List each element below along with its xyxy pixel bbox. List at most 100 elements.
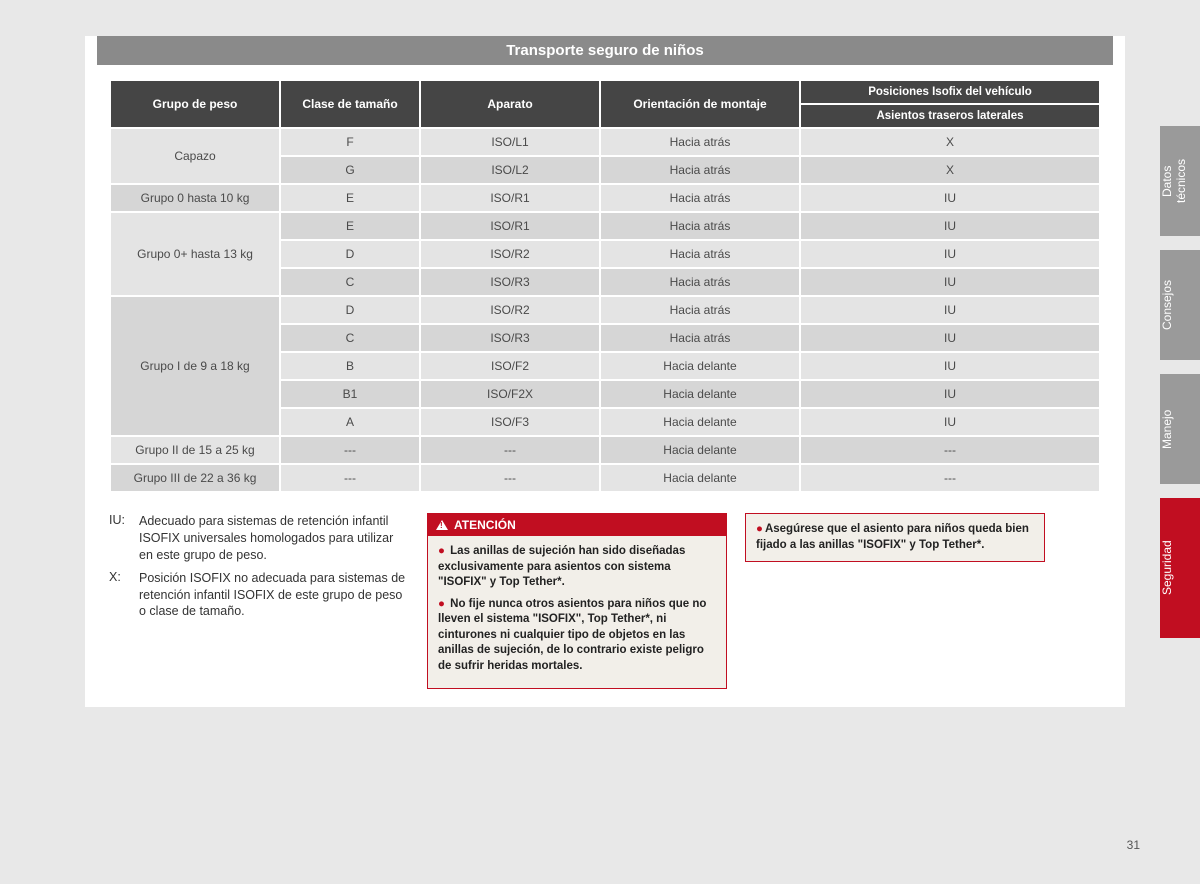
cell-size: B — [280, 352, 420, 380]
bullet-icon: ● — [438, 545, 445, 557]
cell-size: C — [280, 324, 420, 352]
table-row: Grupo II de 15 a 25 kg------Hacia delant… — [110, 436, 1100, 464]
warning-heading-text: ATENCIÓN — [454, 518, 516, 532]
bullet-icon: ● — [438, 598, 445, 610]
cell-pos: IU — [800, 212, 1100, 240]
def-key: X: — [109, 570, 139, 621]
cell-size: B1 — [280, 380, 420, 408]
col-posiciones-sub: Asientos traseros laterales — [800, 104, 1100, 128]
cell-orient: Hacia delante — [600, 436, 800, 464]
warning-item: ● Las anillas de sujeción han sido diseñ… — [438, 544, 716, 591]
side-tab[interactable]: Consejos — [1160, 250, 1200, 360]
cell-size: C — [280, 268, 420, 296]
cell-orient: Hacia atrás — [600, 128, 800, 156]
table-row: Grupo I de 9 a 18 kgDISO/R2Hacia atrásIU — [110, 296, 1100, 324]
cell-orient: Hacia atrás — [600, 324, 800, 352]
table-row: CapazoFISO/L1Hacia atrásX — [110, 128, 1100, 156]
cell-dev: ISO/L2 — [420, 156, 600, 184]
def-text: Adecuado para sistemas de retención infa… — [139, 513, 409, 564]
side-tab[interactable]: Manejo — [1160, 374, 1200, 484]
cell-size: E — [280, 184, 420, 212]
cell-pos: X — [800, 156, 1100, 184]
cell-dev: ISO/R1 — [420, 184, 600, 212]
cell-size: G — [280, 156, 420, 184]
cell-pos: IU — [800, 184, 1100, 212]
cell-dev: --- — [420, 464, 600, 492]
cell-pos: IU — [800, 408, 1100, 436]
side-tab[interactable]: Datos técnicos — [1160, 126, 1200, 236]
table-row: Grupo 0 hasta 10 kgEISO/R1Hacia atrásIU — [110, 184, 1100, 212]
cell-dev: ISO/R3 — [420, 324, 600, 352]
manual-page: Transporte seguro de niños Grupo de peso… — [85, 36, 1125, 707]
bottom-row: IU:Adecuado para sistemas de retención i… — [85, 505, 1125, 707]
cell-grupo: Grupo III de 22 a 36 kg — [110, 464, 280, 492]
cell-pos: IU — [800, 240, 1100, 268]
cell-dev: ISO/F3 — [420, 408, 600, 436]
cell-dev: ISO/L1 — [420, 128, 600, 156]
cell-grupo: Grupo II de 15 a 25 kg — [110, 436, 280, 464]
cell-orient: Hacia atrás — [600, 296, 800, 324]
cell-orient: Hacia delante — [600, 352, 800, 380]
cell-orient: Hacia atrás — [600, 156, 800, 184]
bullet-icon: ● — [756, 523, 763, 535]
cell-pos: IU — [800, 324, 1100, 352]
col-grupo: Grupo de peso — [110, 80, 280, 128]
cell-pos: --- — [800, 464, 1100, 492]
def-text: Posición ISOFIX no adecuada para sistema… — [139, 570, 409, 621]
cell-size: F — [280, 128, 420, 156]
info-text: Asegúrese que el asiento para niños qued… — [756, 523, 1029, 551]
side-tab[interactable]: Seguridad — [1160, 498, 1200, 638]
cell-orient: Hacia atrás — [600, 240, 800, 268]
cell-orient: Hacia atrás — [600, 184, 800, 212]
cell-grupo: Grupo I de 9 a 18 kg — [110, 296, 280, 436]
table-row: Grupo III de 22 a 36 kg------Hacia delan… — [110, 464, 1100, 492]
definition-row: X:Posición ISOFIX no adecuada para siste… — [109, 570, 409, 621]
cell-orient: Hacia delante — [600, 380, 800, 408]
cell-pos: X — [800, 128, 1100, 156]
cell-size: D — [280, 296, 420, 324]
cell-size: E — [280, 212, 420, 240]
table-row: Grupo 0+ hasta 13 kgEISO/R1Hacia atrásIU — [110, 212, 1100, 240]
definitions: IU:Adecuado para sistemas de retención i… — [109, 513, 409, 626]
side-tabs: Datos técnicos Consejos Manejo Seguridad — [1160, 126, 1200, 652]
col-orient: Orientación de montaje — [600, 80, 800, 128]
cell-size: --- — [280, 436, 420, 464]
cell-orient: Hacia delante — [600, 408, 800, 436]
cell-pos: --- — [800, 436, 1100, 464]
cell-dev: ISO/F2 — [420, 352, 600, 380]
cell-dev: ISO/R3 — [420, 268, 600, 296]
warning-item: ● No fije nunca otros asientos para niño… — [438, 597, 716, 675]
cell-dev: --- — [420, 436, 600, 464]
isofix-table: Grupo de peso Clase de tamaño Aparato Or… — [109, 79, 1101, 493]
cell-orient: Hacia atrás — [600, 268, 800, 296]
cell-pos: IU — [800, 268, 1100, 296]
page-number: 31 — [1127, 838, 1140, 852]
cell-orient: Hacia atrás — [600, 212, 800, 240]
warning-box: ATENCIÓN ● Las anillas de sujeción han s… — [427, 513, 727, 689]
cell-pos: IU — [800, 380, 1100, 408]
cell-dev: ISO/R2 — [420, 240, 600, 268]
warning-body: ● Las anillas de sujeción han sido diseñ… — [428, 536, 726, 688]
cell-size: --- — [280, 464, 420, 492]
col-posiciones-top: Posiciones Isofix del vehículo — [800, 80, 1100, 104]
page-title: Transporte seguro de niños — [97, 36, 1113, 65]
warning-icon — [436, 520, 448, 530]
isofix-table-wrap: Grupo de peso Clase de tamaño Aparato Or… — [85, 79, 1125, 505]
cell-orient: Hacia delante — [600, 464, 800, 492]
cell-grupo: Grupo 0 hasta 10 kg — [110, 184, 280, 212]
cell-dev: ISO/F2X — [420, 380, 600, 408]
cell-grupo: Capazo — [110, 128, 280, 184]
cell-dev: ISO/R1 — [420, 212, 600, 240]
cell-pos: IU — [800, 352, 1100, 380]
warning-heading: ATENCIÓN — [428, 514, 726, 536]
cell-size: A — [280, 408, 420, 436]
col-aparato: Aparato — [420, 80, 600, 128]
definition-row: IU:Adecuado para sistemas de retención i… — [109, 513, 409, 564]
cell-size: D — [280, 240, 420, 268]
cell-dev: ISO/R2 — [420, 296, 600, 324]
info-box: ●Asegúrese que el asiento para niños que… — [745, 513, 1045, 562]
cell-grupo: Grupo 0+ hasta 13 kg — [110, 212, 280, 296]
cell-pos: IU — [800, 296, 1100, 324]
def-key: IU: — [109, 513, 139, 564]
col-clase: Clase de tamaño — [280, 80, 420, 128]
